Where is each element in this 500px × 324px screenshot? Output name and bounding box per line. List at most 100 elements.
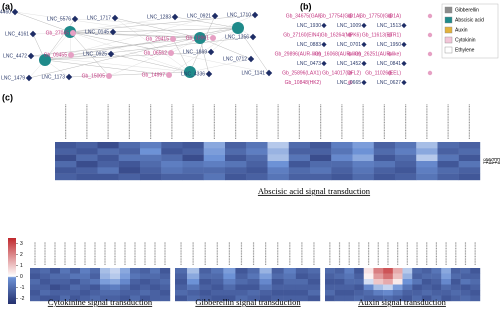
heatmap-cell bbox=[70, 273, 81, 280]
heatmap-cell bbox=[373, 284, 384, 291]
node-label: Gb_27160(EIN4) bbox=[283, 32, 321, 38]
edge bbox=[30, 55, 191, 73]
heatmap-cell bbox=[211, 290, 224, 296]
heatmap-cell bbox=[325, 279, 335, 285]
heatmap-cell bbox=[416, 173, 438, 181]
heatmap-cell bbox=[271, 290, 284, 296]
row-label: F1 bbox=[491, 158, 497, 164]
edge bbox=[174, 16, 239, 29]
heatmap-cell bbox=[458, 173, 481, 181]
heatmap-cell bbox=[421, 268, 432, 274]
node-label: LNC_1173 bbox=[41, 74, 65, 80]
heatmap-cell bbox=[470, 295, 481, 302]
heatmap-cell bbox=[310, 154, 332, 162]
heatmap-cell bbox=[331, 154, 353, 162]
node-marker bbox=[427, 70, 433, 76]
heatmap-cell bbox=[50, 284, 61, 291]
edge bbox=[189, 15, 216, 73]
heatmap-cell bbox=[334, 268, 345, 274]
edge bbox=[112, 27, 239, 33]
heatmap-cell bbox=[211, 284, 224, 291]
heatmap-cell bbox=[235, 284, 248, 291]
node-marker bbox=[401, 60, 407, 67]
heatmap-cell bbox=[182, 161, 204, 168]
heatmap-cell bbox=[363, 279, 374, 285]
heatmap-cell bbox=[140, 154, 162, 162]
heatmap-cell bbox=[392, 290, 403, 296]
heatmap-cell bbox=[373, 279, 384, 285]
legend-swatch bbox=[444, 46, 453, 54]
heatmap-cell bbox=[90, 284, 101, 291]
panel-label: (c) bbox=[2, 92, 13, 102]
heatmap-cell bbox=[247, 290, 260, 296]
heatmap-cell bbox=[203, 154, 226, 162]
node-label: Gb_11613(ETR1) bbox=[362, 32, 401, 38]
heatmap-cell bbox=[161, 167, 183, 174]
heatmap-cell bbox=[373, 173, 396, 181]
heatmap-cell bbox=[441, 284, 452, 291]
heatmap-cell bbox=[160, 295, 171, 302]
heatmap-cell bbox=[130, 273, 141, 280]
heatmap-cell bbox=[395, 142, 417, 149]
heatmap-cell bbox=[30, 290, 41, 296]
heatmap-cell bbox=[450, 273, 461, 280]
edge bbox=[44, 51, 212, 61]
heatmap-cell bbox=[140, 295, 151, 302]
heatmap-cell bbox=[331, 161, 353, 168]
node-label: LNC_1009 bbox=[337, 23, 361, 29]
heatmap-cell bbox=[223, 290, 236, 296]
edge bbox=[72, 32, 191, 73]
heatmap-cell bbox=[76, 154, 98, 162]
node-marker bbox=[210, 35, 216, 41]
heatmap-cell bbox=[283, 284, 297, 291]
node-label: LNC_1452 bbox=[337, 61, 361, 67]
node-label: Gb_14017(DFL2) bbox=[322, 70, 361, 76]
node-marker bbox=[387, 32, 393, 38]
heatmap-cell bbox=[373, 154, 396, 162]
node-marker bbox=[387, 51, 393, 57]
heatmap-cell bbox=[354, 279, 364, 285]
heatmap-cell bbox=[307, 279, 321, 285]
heatmap-cell bbox=[395, 148, 417, 155]
heatmap-cell bbox=[373, 268, 384, 274]
heatmap-cell bbox=[140, 167, 162, 174]
heatmap-cell bbox=[211, 273, 224, 280]
heatmap-cell bbox=[140, 284, 151, 291]
heatmap-cell bbox=[325, 295, 335, 302]
heatmap-cell bbox=[412, 295, 423, 302]
heatmap-cell bbox=[223, 279, 236, 285]
heatmap-cell bbox=[402, 295, 413, 302]
heatmap-cell bbox=[363, 295, 374, 302]
heatmap-cell bbox=[120, 284, 131, 291]
heatmap-cell bbox=[288, 142, 311, 149]
node-marker bbox=[361, 41, 367, 48]
heatmap-cell bbox=[175, 279, 188, 285]
heatmap-cell bbox=[325, 268, 335, 274]
heatmap-cell bbox=[412, 268, 423, 274]
heatmap-cell bbox=[331, 173, 353, 181]
legend-label: Gibberellin bbox=[455, 7, 479, 13]
node-marker bbox=[361, 22, 367, 29]
heatmap-cell bbox=[450, 290, 461, 296]
heatmap-cell bbox=[120, 295, 131, 302]
legend-swatch bbox=[444, 36, 453, 44]
heatmap-cell bbox=[40, 268, 51, 274]
heatmap-cell bbox=[161, 161, 183, 168]
heatmap-cell bbox=[140, 148, 162, 155]
heatmap-cell bbox=[118, 161, 141, 168]
heatmap-cell bbox=[60, 279, 71, 285]
node-marker bbox=[387, 70, 393, 76]
node-label: LNC_0841 bbox=[377, 61, 401, 67]
heatmap-cell bbox=[100, 290, 111, 296]
heatmap-cell bbox=[30, 284, 41, 291]
node-marker bbox=[427, 13, 433, 19]
color-tick-label: 2 bbox=[20, 252, 23, 258]
edge bbox=[114, 17, 201, 39]
heatmap-cell bbox=[431, 284, 442, 291]
heatmap-cell bbox=[161, 173, 183, 181]
heatmap-cell bbox=[140, 290, 151, 296]
heatmap-cell bbox=[30, 279, 41, 285]
node-label: LNC_5576 bbox=[47, 16, 71, 22]
edge bbox=[114, 17, 191, 73]
node-marker bbox=[427, 51, 433, 57]
